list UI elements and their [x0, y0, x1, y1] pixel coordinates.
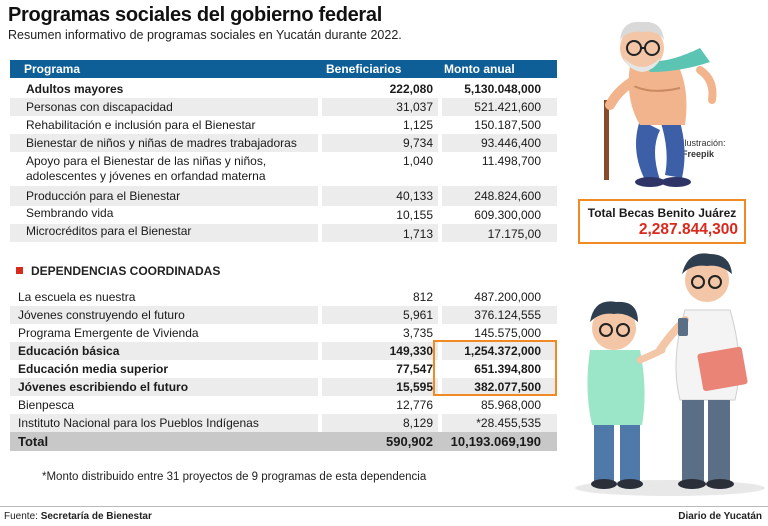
cell-programa: Educación media superior	[18, 362, 169, 376]
illustration-credit-name: Freepik	[682, 149, 715, 159]
cell-beneficiarios: 1,040	[402, 154, 433, 168]
table-row: Rehabilitación e inclusión para el Biene…	[10, 116, 557, 134]
cell-beneficiarios: 77,547	[396, 362, 433, 376]
students-illustration	[575, 253, 765, 496]
cell-beneficiarios: 15,595	[396, 380, 433, 394]
cell-beneficiarios: 5,961	[402, 308, 433, 322]
cell-programa: Instituto Nacional para los Pueblos Indí…	[18, 416, 259, 430]
table-row: Educación media superior 77,547 651.394,…	[10, 360, 557, 378]
table-row: Microcréditos para el Bienestar 1,713 17…	[10, 224, 557, 242]
table-header: Programa Beneficiarios Monto anual	[10, 60, 557, 78]
table-row: Sembrando vida 10,155 609.300,000	[10, 206, 557, 224]
cell-beneficiarios: 10,155	[396, 208, 433, 222]
column-divider	[318, 288, 322, 452]
cell-beneficiarios: 9,734	[402, 136, 433, 150]
cell-beneficiarios: 812	[412, 290, 433, 304]
table-row: La escuela es nuestra 812 487.200,000	[10, 288, 557, 306]
cell-programa: Rehabilitación e inclusión para el Biene…	[26, 118, 256, 132]
table-row: Jóvenes escribiendo el futuro 15,595 382…	[10, 378, 557, 396]
page-title: Programas sociales del gobierno federal	[8, 4, 382, 26]
cell-programa: Bienestar de niños y niñas de madres tra…	[26, 136, 297, 150]
cell-monto: 11.498,700	[481, 154, 541, 168]
table-row: Instituto Nacional para los Pueblos Indí…	[10, 414, 557, 432]
cell-beneficiarios: 1,713	[402, 227, 433, 241]
cell-programa: Programa Emergente de Vivienda	[18, 326, 199, 340]
column-divider	[318, 80, 322, 242]
cell-monto: 248.824,600	[474, 189, 541, 203]
cell-monto: 17.175,00	[487, 227, 541, 241]
total-label: Total	[18, 434, 49, 449]
table-row: Personas con discapacidad 31,037 521.421…	[10, 98, 557, 116]
cell-programa: Personas con discapacidad	[26, 100, 173, 114]
page-subtitle: Resumen informativo de programas sociale…	[8, 28, 402, 42]
source-label: Fuente:	[4, 511, 38, 522]
education-highlight-box	[433, 340, 557, 396]
cell-monto: 85.968,000	[480, 398, 541, 412]
table-row: Apoyo para el Bienestar de las niñas y n…	[10, 152, 557, 186]
table-row: Producción para el Bienestar 40,133 248.…	[10, 186, 557, 206]
table-row: Programa Emergente de Vivienda 3,735 145…	[10, 324, 557, 342]
total-row: Total 590,902 10,193.069,190	[10, 432, 557, 451]
column-divider	[438, 288, 442, 452]
table-row: Jóvenes construyendo el futuro 5,961 376…	[10, 306, 557, 324]
cell-programa-line2: adolescentes y jóvenes en orfandad mater…	[26, 169, 266, 183]
table-row: Educación básica 149,330 1,254.372,000	[10, 342, 557, 360]
cell-monto: *28.455,535	[476, 416, 541, 430]
illustration-credit: Ilustración: Freepik	[682, 138, 726, 160]
table-row: Bienpesca 12,776 85.968,000	[10, 396, 557, 414]
source-name: Secretaría de Bienestar	[40, 511, 152, 522]
cell-programa: Apoyo para el Bienestar de las niñas y n…	[26, 154, 267, 168]
column-divider	[438, 80, 442, 242]
col-monto: Monto anual	[444, 62, 515, 76]
cell-programa: Microcréditos para el Bienestar	[26, 224, 192, 238]
illustration-credit-label: Ilustración:	[682, 138, 726, 148]
cell-monto: 651.394,800	[474, 362, 541, 376]
cell-programa: Jóvenes escribiendo el futuro	[18, 380, 189, 394]
cell-beneficiarios: 222,080	[389, 82, 433, 96]
section-title-text: DEPENDENCIAS COORDINADAS	[31, 264, 221, 278]
cell-monto: 150.187,500	[474, 118, 541, 132]
becas-total-box: Total Becas Benito Juárez 2,287.844,300	[578, 199, 746, 244]
total-monto: 10,193.069,190	[450, 434, 541, 449]
footnote: *Monto distribuido entre 31 proyectos de…	[42, 471, 427, 483]
col-programa: Programa	[24, 62, 81, 76]
table-row: Bienestar de niños y niñas de madres tra…	[10, 134, 557, 152]
cell-beneficiarios: 149,330	[389, 344, 433, 358]
cell-beneficiarios: 40,133	[396, 189, 433, 203]
cell-programa: Producción para el Bienestar	[26, 189, 181, 203]
table-row: Adultos mayores 222,080 5,130.048,000	[10, 80, 557, 98]
cell-programa: Adultos mayores	[26, 82, 124, 96]
cell-beneficiarios: 3,735	[402, 326, 433, 340]
cell-monto: 5,130.048,000	[464, 82, 541, 96]
cell-programa: Sembrando vida	[26, 206, 114, 220]
cell-monto: 487.200,000	[474, 290, 541, 304]
becas-value: 2,287.844,300	[638, 221, 738, 238]
cell-monto: 376.124,555	[474, 308, 541, 322]
brand-name: Diario de Yucatán	[678, 511, 762, 522]
cell-monto: 609.300,000	[474, 208, 541, 222]
cell-programa: Jóvenes construyendo el futuro	[18, 308, 185, 322]
col-beneficiarios: Beneficiarios	[326, 62, 402, 76]
cell-monto: 93.446,400	[480, 136, 541, 150]
red-square-marker	[16, 267, 23, 274]
cell-monto: 521.421,600	[474, 100, 541, 114]
cell-beneficiarios: 8,129	[402, 416, 433, 430]
source-credit: Fuente: Secretaría de Bienestar	[4, 511, 152, 522]
cell-monto: 1,254.372,000	[464, 344, 541, 358]
cell-programa: La escuela es nuestra	[18, 290, 136, 304]
cell-monto: 145.575,000	[474, 326, 541, 340]
cell-programa: Educación básica	[18, 344, 120, 358]
cell-beneficiarios: 12,776	[396, 398, 433, 412]
becas-label: Total Becas Benito Juárez	[587, 206, 737, 220]
total-beneficiarios: 590,902	[386, 434, 433, 449]
section-title: DEPENDENCIAS COORDINADAS	[16, 264, 220, 278]
footer-divider	[0, 506, 768, 507]
cell-monto: 382.077,500	[474, 380, 541, 394]
elderly-man-illustration	[604, 21, 717, 187]
cell-programa: Bienpesca	[18, 398, 75, 412]
cell-beneficiarios: 1,125	[402, 118, 433, 132]
cell-beneficiarios: 31,037	[396, 100, 433, 114]
